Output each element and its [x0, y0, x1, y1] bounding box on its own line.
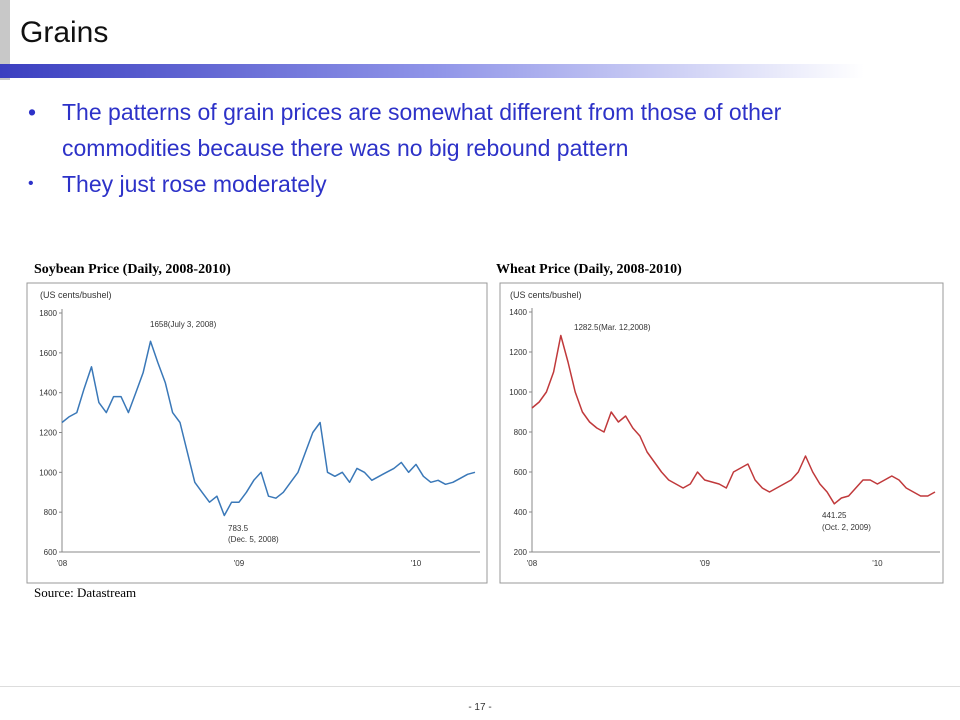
y-tick-label: 1600 — [39, 349, 57, 358]
y-tick-label: 600 — [44, 548, 58, 557]
y-tick-label: 800 — [44, 508, 58, 517]
price-line — [531, 334, 936, 505]
x-tick-label: '08 — [57, 559, 68, 568]
annotation: (Oct. 2, 2009) — [822, 523, 871, 532]
chart-frame — [26, 282, 488, 584]
x-tick-label: '10 — [872, 559, 883, 568]
x-tick-label: '10 — [411, 559, 422, 568]
annotation: (Dec. 5, 2008) — [228, 535, 279, 544]
y-tick-label: 600 — [514, 468, 528, 477]
bullet-list: • The patterns of grain prices are somewh… — [28, 94, 888, 202]
y-tick-label: 1800 — [39, 309, 57, 318]
title-bar — [0, 64, 960, 78]
chart-title: Wheat Price (Daily, 2008-2010) — [496, 262, 682, 277]
annotation: 1282.5(Mar. 12,2008) — [574, 323, 651, 332]
annotation: 783.5 — [228, 524, 249, 533]
axis-label: (US cents/bushel) — [40, 290, 112, 300]
bullet: • The patterns of grain prices are somewh… — [28, 94, 888, 166]
axis-label: (US cents/bushel) — [510, 290, 582, 300]
y-tick-label: 200 — [514, 548, 528, 557]
chart-title: Soybean Price (Daily, 2008-2010) — [34, 262, 231, 277]
bullet-text: They just rose moderately — [62, 171, 327, 197]
title-accent — [0, 0, 10, 80]
price-line — [61, 340, 476, 517]
title: Grains — [20, 16, 109, 49]
y-tick-label: 1200 — [39, 429, 57, 438]
y-tick-label: 1200 — [509, 348, 527, 357]
source: Source: Datastream — [34, 585, 137, 600]
page-number: - 17 - — [468, 702, 492, 713]
y-tick-label: 800 — [514, 428, 528, 437]
y-tick-label: 1400 — [509, 308, 527, 317]
annotation: 441.25 — [822, 511, 847, 520]
footer-line — [0, 686, 960, 687]
chart-frame — [499, 282, 944, 584]
x-tick-label: '08 — [527, 559, 538, 568]
y-tick-label: 1400 — [39, 389, 57, 398]
y-tick-label: 1000 — [509, 388, 527, 397]
y-tick-label: 1000 — [39, 468, 57, 477]
x-tick-label: '09 — [699, 559, 710, 568]
bullet: • They just rose moderately — [28, 166, 888, 202]
y-tick-label: 400 — [514, 508, 528, 517]
bullet-text: The patterns of grain prices are somewha… — [62, 99, 782, 161]
x-tick-label: '09 — [234, 559, 245, 568]
annotation: 1658(July 3, 2008) — [150, 320, 217, 329]
